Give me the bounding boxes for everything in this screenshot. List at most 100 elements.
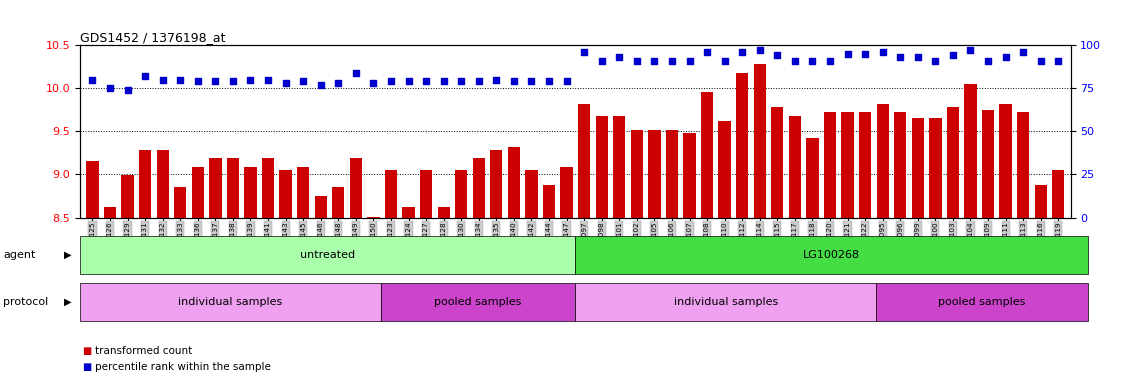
Bar <box>191 166 204 218</box>
Bar <box>876 283 1088 321</box>
Point <box>101 85 119 91</box>
Point <box>874 49 892 55</box>
Bar <box>139 150 151 217</box>
Bar <box>1017 112 1029 218</box>
Text: transformed count: transformed count <box>95 346 192 355</box>
Point <box>242 76 260 82</box>
Text: ■: ■ <box>82 362 92 372</box>
Text: GDS1452 / 1376198_at: GDS1452 / 1376198_at <box>80 31 226 44</box>
Text: pooled samples: pooled samples <box>434 297 522 307</box>
Point <box>294 78 313 84</box>
Point <box>487 76 505 82</box>
Point <box>153 76 172 82</box>
Point <box>136 73 155 79</box>
Point <box>838 51 856 57</box>
Bar <box>701 93 713 218</box>
Bar <box>174 188 187 218</box>
Point <box>821 57 839 63</box>
Bar <box>420 170 433 217</box>
Point <box>785 57 804 63</box>
Bar <box>824 112 836 218</box>
Bar <box>578 104 591 218</box>
Point <box>84 76 102 82</box>
Bar <box>842 112 854 218</box>
Bar <box>964 84 977 218</box>
Bar <box>753 64 766 217</box>
Point <box>646 57 664 63</box>
Bar <box>86 161 98 218</box>
Point <box>962 47 980 53</box>
Bar <box>121 175 134 217</box>
Text: protocol: protocol <box>3 297 49 307</box>
Point <box>1032 57 1050 63</box>
Point <box>996 54 1014 60</box>
Point <box>698 49 717 55</box>
Text: individual samples: individual samples <box>673 297 777 307</box>
Point <box>400 78 418 84</box>
Text: pooled samples: pooled samples <box>939 297 1026 307</box>
Text: ▶: ▶ <box>63 250 71 260</box>
Bar <box>543 185 555 218</box>
Bar <box>595 116 608 218</box>
Text: individual samples: individual samples <box>179 297 283 307</box>
Bar <box>894 112 907 218</box>
Bar <box>297 166 309 218</box>
Point <box>522 78 540 84</box>
Bar <box>930 118 941 218</box>
Bar <box>80 283 381 321</box>
Text: untreated: untreated <box>300 250 355 260</box>
Bar <box>385 170 397 217</box>
Point <box>680 57 698 63</box>
Point <box>259 76 277 82</box>
Point <box>417 78 435 84</box>
Bar <box>772 107 783 218</box>
Bar <box>526 170 538 217</box>
Bar <box>455 170 467 217</box>
Text: agent: agent <box>3 250 35 260</box>
Bar <box>947 107 960 218</box>
Bar <box>613 116 625 218</box>
Point <box>469 78 488 84</box>
Point <box>1014 49 1033 55</box>
Point <box>891 54 909 60</box>
Point <box>558 78 576 84</box>
Point <box>768 53 787 58</box>
Text: ▶: ▶ <box>63 297 71 307</box>
Bar <box>507 147 520 218</box>
Point <box>979 57 997 63</box>
Point <box>943 53 962 58</box>
Bar <box>576 236 1088 274</box>
Bar <box>684 133 696 218</box>
Point <box>593 57 611 63</box>
Point <box>627 57 646 63</box>
Point <box>118 87 136 93</box>
Bar <box>806 138 819 218</box>
Point <box>276 80 294 86</box>
Point <box>434 78 452 84</box>
Point <box>804 57 822 63</box>
Point <box>1049 57 1067 63</box>
Point <box>223 78 242 84</box>
Bar <box>349 158 362 218</box>
Bar <box>332 188 345 218</box>
Point <box>329 80 347 86</box>
Bar <box>262 158 274 218</box>
Bar <box>859 112 871 218</box>
Bar <box>648 129 661 218</box>
Text: percentile rank within the sample: percentile rank within the sample <box>95 362 271 372</box>
Point <box>505 78 523 84</box>
Point <box>926 57 945 63</box>
Point <box>663 57 681 63</box>
Bar <box>718 121 731 218</box>
Bar <box>736 73 749 217</box>
Bar <box>279 170 292 217</box>
Bar <box>157 150 168 217</box>
Point <box>909 54 927 60</box>
Bar <box>631 129 643 218</box>
Bar <box>437 207 450 218</box>
Point <box>206 78 224 84</box>
Bar <box>911 118 924 218</box>
Bar <box>789 116 802 218</box>
Text: ■: ■ <box>82 346 92 355</box>
Bar <box>665 129 678 218</box>
